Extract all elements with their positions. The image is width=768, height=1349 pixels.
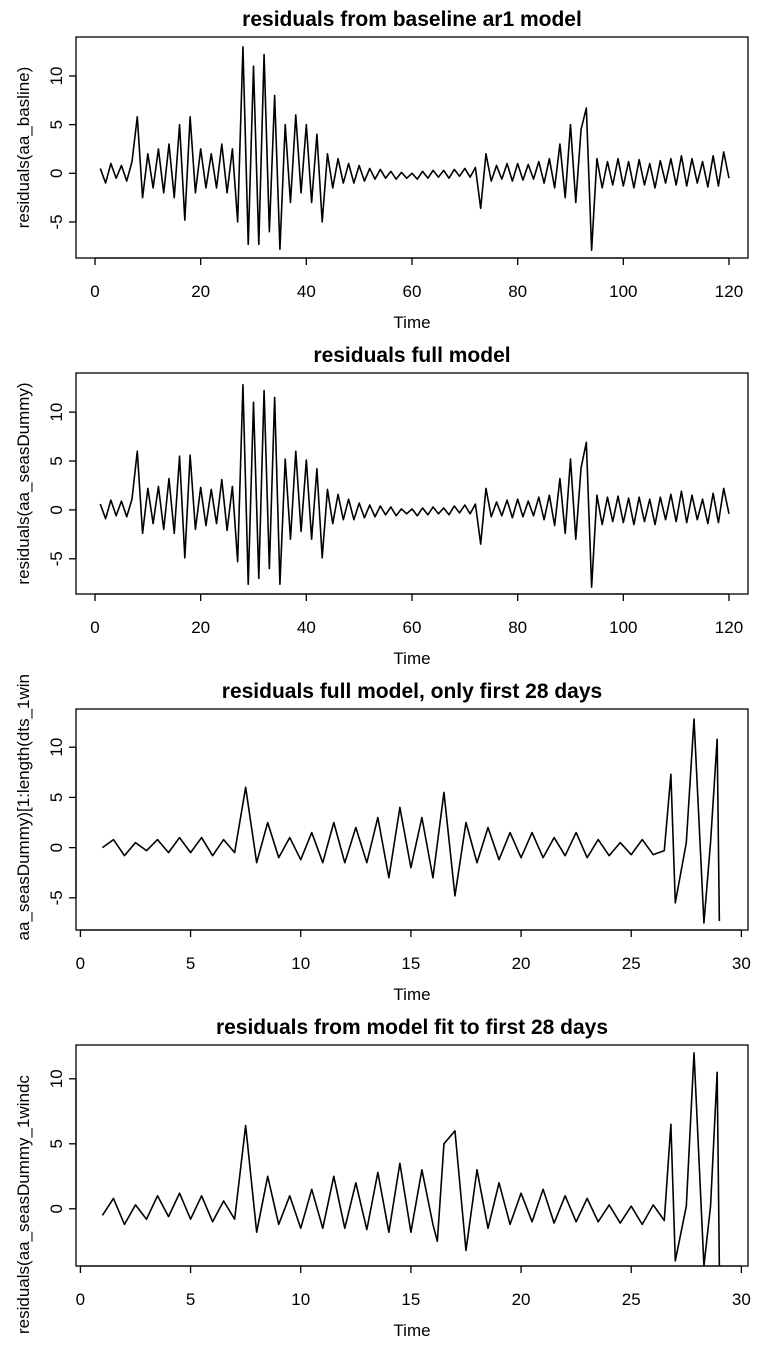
x-tick-label: 120 [715,282,743,301]
x-tick-label: 10 [291,1290,310,1309]
y-tick-label: 10 [47,738,66,757]
x-tick-label: 20 [191,282,210,301]
x-tick-label: 0 [76,1290,85,1309]
y-tick-label: 0 [47,505,66,514]
y-tick-label: 5 [47,793,66,802]
x-tick-label: 40 [297,282,316,301]
plot-box [75,372,749,595]
x-tick-label: 100 [609,618,637,637]
plot-box [75,708,749,931]
x-tick-label: 60 [403,618,422,637]
y-tick-label: 0 [47,843,66,852]
series-line [101,1052,721,1267]
x-tick-label: 20 [191,618,210,637]
chart-title: residuals from model fit to first 28 day… [216,1016,608,1039]
y-axis-label: residuals(aa_seasDummy_1windc [14,1075,33,1334]
x-tick-label: 20 [512,1290,531,1309]
x-tick-label: 30 [732,1290,751,1309]
y-axis-label: residuals(aa_basline) [14,67,33,229]
x-tick-label: 40 [297,618,316,637]
y-tick-label: 0 [47,1204,66,1213]
x-tick-label: 0 [90,618,99,637]
panel: residuals full model 0 20 40 60 80 100 120 -5 0 5 1… [14,344,749,668]
x-tick-label: 100 [609,282,637,301]
x-tick-label: 60 [403,282,422,301]
x-tick-label: 15 [401,954,420,973]
x-tick-label: 80 [508,282,527,301]
y-tick-label: 0 [47,169,66,178]
y-tick-label: 10 [47,1069,66,1088]
series-line [99,45,730,252]
x-axis-label: Time [393,985,430,1004]
y-tick-label: 10 [47,403,66,422]
chart-title: residuals from baseline ar1 model [242,8,582,31]
chart-title: residuals full model, only first 28 days [222,680,602,703]
x-tick-label: 25 [622,1290,641,1309]
plot-box [75,36,749,259]
x-tick-label: 15 [401,1290,420,1309]
y-axis-label: residuals(aa_seasDummy) [14,382,33,584]
series-line [99,383,730,588]
y-tick-label: -5 [47,214,66,229]
x-tick-label: 0 [76,954,85,973]
series-line [101,718,721,924]
panel: residuals from baseline ar1 model 0 20 40 60… [14,8,749,332]
x-tick-label: 5 [186,954,195,973]
plot-box [75,1044,749,1267]
x-tick-label: 120 [715,618,743,637]
panel: residuals full model, only first 28 days… [14,674,751,1004]
y-tick-label: -5 [47,551,66,566]
y-tick-label: 10 [47,66,66,85]
chart-title: residuals full model [313,344,510,367]
x-tick-label: 0 [90,282,99,301]
x-tick-label: 5 [186,1290,195,1309]
y-tick-label: -5 [47,890,66,905]
y-tick-label: 5 [47,456,66,465]
y-axis-label: aa_seasDummy)[1:length(dts_1win [14,674,33,940]
x-tick-label: 80 [508,618,527,637]
y-tick-label: 5 [47,1139,66,1148]
x-tick-label: 25 [622,954,641,973]
x-tick-label: 10 [291,954,310,973]
x-tick-label: 20 [512,954,531,973]
x-axis-label: Time [393,313,430,332]
panel: residuals from model fit to first 28 day… [14,1016,751,1340]
x-tick-label: 30 [732,954,751,973]
y-tick-label: 5 [47,120,66,129]
x-axis-label: Time [393,649,430,668]
x-axis-label: Time [393,1321,430,1340]
